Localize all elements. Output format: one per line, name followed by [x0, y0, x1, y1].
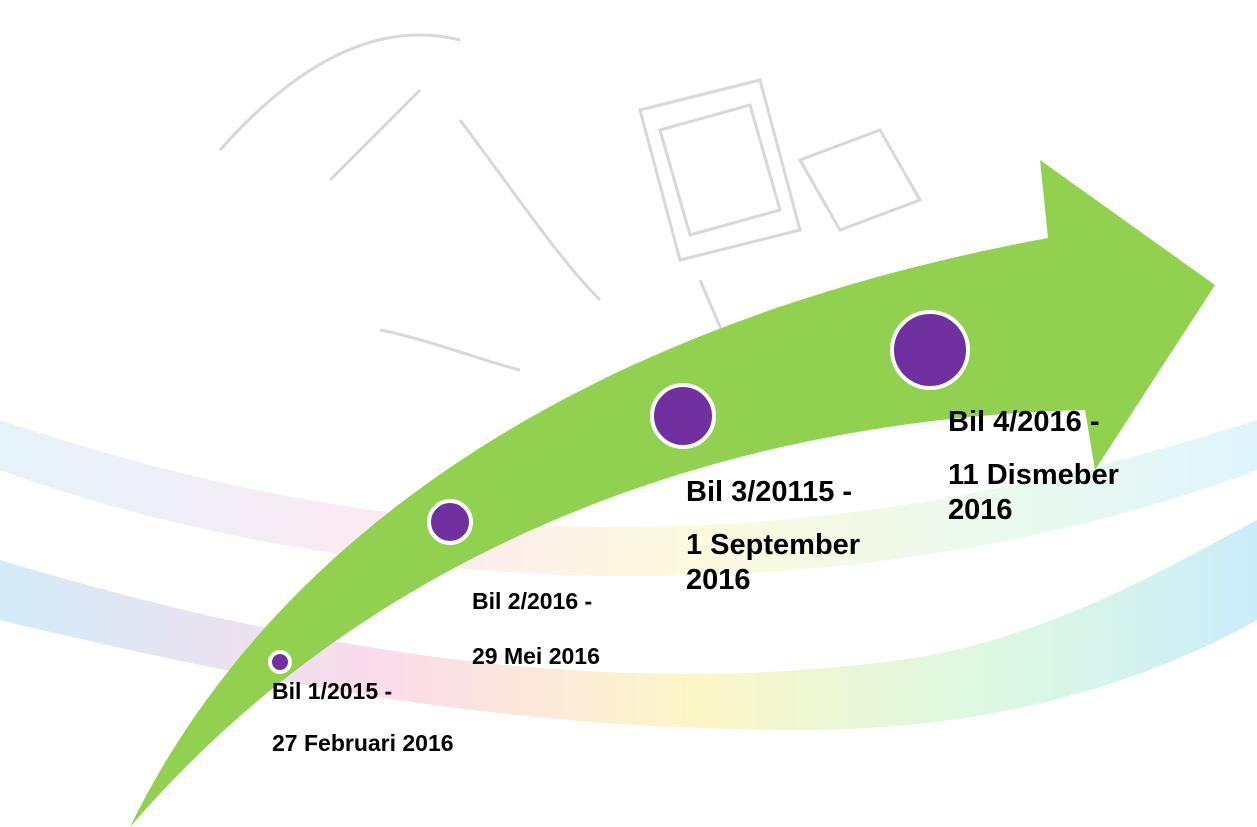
- milestone-dot: [270, 652, 290, 672]
- milestone-title: Bil 4/2016 -: [948, 405, 1188, 440]
- milestone-date: 29 Mei 2016: [472, 643, 692, 671]
- milestone-dot: [429, 501, 471, 543]
- milestone-date: 1 September 2016: [686, 528, 916, 598]
- milestone-dot: [892, 312, 968, 388]
- milestone-title: Bil 3/20115 -: [686, 475, 916, 510]
- milestone-dot: [652, 385, 714, 447]
- milestone-title: Bil 1/2015 -: [272, 678, 462, 706]
- milestone-title: Bil 2/2016 -: [472, 588, 692, 616]
- milestone-date: 11 Dismeber 2016: [948, 458, 1188, 528]
- slide: Bil 1/2015 - 27 Februari 2016 Bil 2/2016 -…: [0, 0, 1257, 827]
- milestone-date: 27 Februari 2016: [272, 730, 462, 758]
